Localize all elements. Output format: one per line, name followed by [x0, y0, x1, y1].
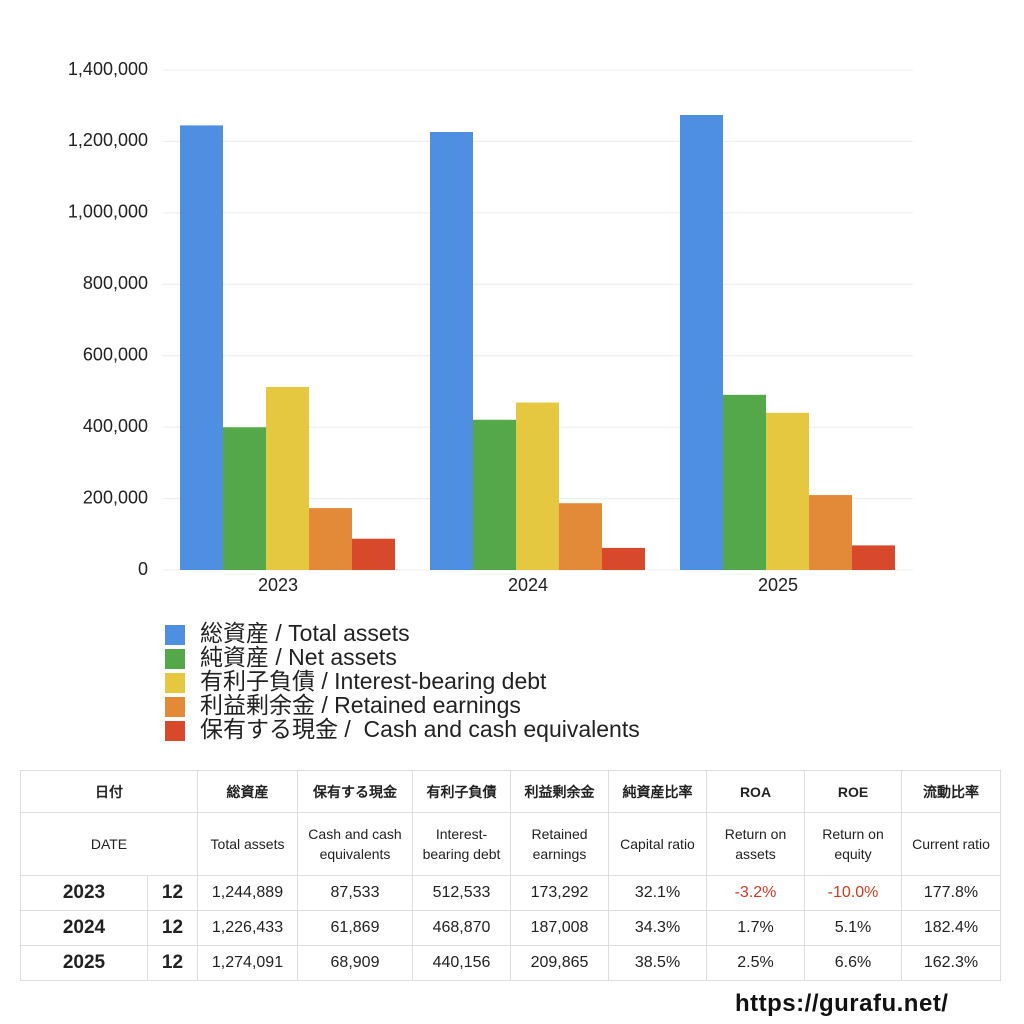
header-row: DATE Total assets Cash and cash equivalent… [20, 812, 1001, 876]
table-cell: 68,909 [297, 945, 413, 981]
data-row: 2023 12 1,244,889 87,533 512,533 173,292 32.1%… [20, 875, 1001, 911]
table-cell: Current ratio [901, 812, 1001, 876]
table-cell: 468,870 [412, 910, 511, 946]
y-tick-label: 400,000 [83, 416, 148, 436]
table-cell: Return on assets [706, 812, 805, 876]
bar [559, 503, 602, 570]
table-cell: 保有する現金 [297, 770, 413, 813]
legend-label: 総資産 / Total assets [200, 620, 410, 646]
table-cell: DATE [20, 812, 198, 876]
data-table: 日付 総資産 保有する現金 有利子負債 利益剰余金 純資産比率 ROA ROE 流動比率 DATE… [20, 770, 1001, 981]
bar [266, 386, 309, 570]
table-cell: 12 [147, 875, 198, 911]
table-cell: 162.3% [901, 945, 1001, 981]
bar [516, 402, 559, 570]
legend-swatch [165, 625, 185, 645]
y-tick-label: 600,000 [83, 344, 148, 364]
y-tick-label: 1,400,000 [68, 59, 148, 79]
table-cell: 1,244,889 [197, 875, 298, 911]
table-cell: 12 [147, 945, 198, 981]
table-cell: 1,226,433 [197, 910, 298, 946]
y-tick-label: 800,000 [83, 273, 148, 293]
table-cell: 32.1% [608, 875, 707, 911]
table-cell: Retained earnings [510, 812, 609, 876]
table-cell: 1.7% [706, 910, 805, 946]
bar [766, 412, 809, 570]
header-row: 日付 総資産 保有する現金 有利子負債 利益剰余金 純資産比率 ROA ROE 流動比率 [20, 770, 1001, 813]
table-cell: Return on equity [804, 812, 902, 876]
bar [602, 547, 645, 570]
bar [723, 394, 766, 570]
legend-label: 有利子負債 / Interest-bearing debt [200, 668, 547, 694]
legend-label: 純資産 / Net assets [200, 644, 397, 670]
table-cell: 利益剰余金 [510, 770, 609, 813]
y-tick-label: 1,000,000 [68, 202, 148, 222]
table-cell: Capital ratio [608, 812, 707, 876]
table-cell: 2025 [20, 945, 148, 981]
table-cell: 34.3% [608, 910, 707, 946]
legend-swatch [165, 721, 185, 741]
table-cell: 5.1% [804, 910, 902, 946]
legend-swatch [165, 697, 185, 717]
table-cell: Total assets [197, 812, 298, 876]
bar [180, 125, 223, 570]
y-tick-label: 200,000 [83, 487, 148, 507]
table-cell: 38.5% [608, 945, 707, 981]
table-cell: 1,274,091 [197, 945, 298, 981]
table-cell: 2024 [20, 910, 148, 946]
legend-label: 利益剰余金 / Retained earnings [200, 692, 521, 718]
x-tick-label: 2025 [758, 575, 798, 595]
table-cell: ROA [706, 770, 805, 813]
table-cell: 日付 [20, 770, 198, 813]
table-cell: -10.0% [804, 875, 902, 911]
table-cell: 440,156 [412, 945, 511, 981]
table-cell: 187,008 [510, 910, 609, 946]
y-tick-label: 0 [138, 559, 148, 579]
legend-swatch [165, 649, 185, 669]
table-cell: 有利子負債 [412, 770, 511, 813]
bar [680, 114, 723, 570]
table-cell: 209,865 [510, 945, 609, 981]
table-cell: Cash and cash equivalents [297, 812, 413, 876]
table-cell: 総資産 [197, 770, 298, 813]
table-cell: -3.2% [706, 875, 805, 911]
table-cell: ROE [804, 770, 902, 813]
bar [430, 131, 473, 570]
bar [352, 538, 395, 570]
table-cell: 2023 [20, 875, 148, 911]
table-cell: 512,533 [412, 875, 511, 911]
bar [852, 545, 895, 570]
data-row: 2025 12 1,274,091 68,909 440,156 209,865 38.5%… [20, 945, 1001, 981]
table-cell: 177.8% [901, 875, 1001, 911]
table-cell: 182.4% [901, 910, 1001, 946]
table-cell: 2.5% [706, 945, 805, 981]
footer-url: https://gurafu.net/ [735, 990, 949, 1017]
bar [223, 427, 266, 570]
table-cell: 流動比率 [901, 770, 1001, 813]
table-cell: 87,533 [297, 875, 413, 911]
data-row: 2024 12 1,226,433 61,869 468,870 187,008 34.3%… [20, 910, 1001, 946]
table-cell: 173,292 [510, 875, 609, 911]
chart: 0 200,000 400,000 600,000 800,000 1,000,000 1,… [68, 59, 913, 742]
bar [309, 508, 352, 570]
y-tick-label: 1,200,000 [68, 130, 148, 150]
table-cell: 純資産比率 [608, 770, 707, 813]
table-cell: 6.6% [804, 945, 902, 981]
table-cell: Interest-bearing debt [412, 812, 511, 876]
legend-swatch [165, 673, 185, 693]
table-cell: 61,869 [297, 910, 413, 946]
bar [473, 419, 516, 570]
table-cell: 12 [147, 910, 198, 946]
bar [809, 495, 852, 570]
x-tick-label: 2023 [258, 575, 298, 595]
legend-label: 保有する現金 / Cash and cash equivalents [200, 716, 640, 742]
x-tick-label: 2024 [508, 575, 548, 595]
